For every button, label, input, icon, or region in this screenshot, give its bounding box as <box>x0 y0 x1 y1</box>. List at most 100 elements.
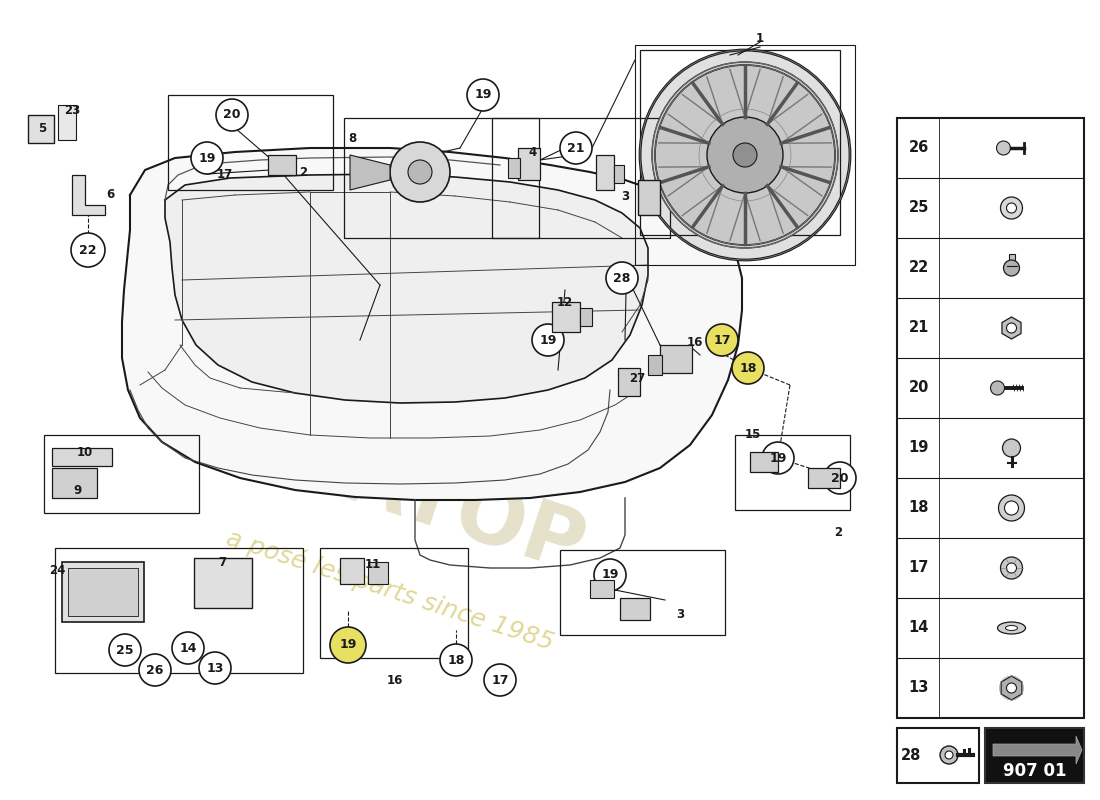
Text: 21: 21 <box>568 142 585 154</box>
Bar <box>518 148 540 180</box>
Text: 7: 7 <box>218 557 227 570</box>
Text: 17: 17 <box>713 334 730 346</box>
Text: 11: 11 <box>365 558 381 571</box>
Circle shape <box>484 664 516 696</box>
Text: 14: 14 <box>909 621 929 635</box>
Text: 20: 20 <box>832 471 849 485</box>
Text: 27: 27 <box>629 371 645 385</box>
Text: 16: 16 <box>686 335 703 349</box>
Bar <box>340 558 364 584</box>
Polygon shape <box>350 155 390 190</box>
Text: 8: 8 <box>348 131 356 145</box>
Text: 26: 26 <box>909 141 929 155</box>
Text: 18: 18 <box>448 654 464 666</box>
Circle shape <box>390 142 450 202</box>
Bar <box>896 118 1084 718</box>
Circle shape <box>1006 563 1016 573</box>
Bar <box>808 468 840 488</box>
Bar <box>168 95 333 190</box>
Circle shape <box>706 324 738 356</box>
Circle shape <box>762 442 794 474</box>
Bar <box>320 548 468 658</box>
Text: 2: 2 <box>299 166 307 178</box>
Text: EDIATOP: EDIATOP <box>186 389 594 591</box>
Circle shape <box>824 462 856 494</box>
Circle shape <box>654 65 835 245</box>
Text: 3: 3 <box>675 609 684 622</box>
Bar <box>638 180 660 215</box>
Polygon shape <box>1002 317 1021 339</box>
Text: 16: 16 <box>387 674 404 686</box>
Text: 4: 4 <box>529 146 537 158</box>
Bar <box>590 580 614 598</box>
Circle shape <box>606 262 638 294</box>
Polygon shape <box>122 148 743 500</box>
Circle shape <box>191 142 223 174</box>
Text: 24: 24 <box>48 563 65 577</box>
Bar <box>194 558 252 608</box>
Text: 25: 25 <box>909 201 929 215</box>
Circle shape <box>408 160 432 184</box>
Polygon shape <box>993 736 1082 764</box>
Bar <box>28 115 54 143</box>
Circle shape <box>1006 683 1016 693</box>
Text: 17: 17 <box>909 561 929 575</box>
Bar <box>580 308 592 326</box>
Bar <box>620 598 650 620</box>
Circle shape <box>990 381 1004 395</box>
Circle shape <box>945 751 953 759</box>
Circle shape <box>640 50 850 260</box>
Bar <box>1009 254 1014 268</box>
Bar <box>896 728 979 783</box>
Text: 13: 13 <box>207 662 223 674</box>
Text: 19: 19 <box>198 151 216 165</box>
Bar <box>618 368 640 396</box>
Text: 18: 18 <box>739 362 757 374</box>
Bar <box>368 562 388 584</box>
Circle shape <box>216 99 248 131</box>
Text: 22: 22 <box>909 261 929 275</box>
Text: 17: 17 <box>492 674 508 686</box>
Circle shape <box>1003 260 1020 276</box>
Text: 10: 10 <box>77 446 94 458</box>
Bar <box>735 435 850 510</box>
Circle shape <box>997 141 1011 155</box>
Bar <box>62 562 144 622</box>
Bar <box>750 452 778 472</box>
Text: 26: 26 <box>146 663 164 677</box>
Polygon shape <box>165 174 648 403</box>
Circle shape <box>468 79 499 111</box>
Text: 907 01: 907 01 <box>1003 762 1066 780</box>
Circle shape <box>172 632 204 664</box>
Bar <box>508 158 520 178</box>
Text: 17: 17 <box>217 169 233 182</box>
Bar <box>596 155 614 190</box>
Bar <box>640 50 840 235</box>
Bar <box>660 345 692 373</box>
Text: 5: 5 <box>37 122 46 134</box>
Bar <box>648 355 662 375</box>
Text: a posé les parts since 1985: a posé les parts since 1985 <box>223 525 557 655</box>
Circle shape <box>999 495 1024 521</box>
Circle shape <box>532 324 564 356</box>
Bar <box>984 728 1084 783</box>
Circle shape <box>199 652 231 684</box>
Text: 22: 22 <box>79 243 97 257</box>
Circle shape <box>733 143 757 167</box>
Text: 1: 1 <box>756 31 764 45</box>
Circle shape <box>139 654 170 686</box>
Bar <box>492 118 670 238</box>
Circle shape <box>707 117 783 193</box>
Text: 28: 28 <box>614 271 630 285</box>
Circle shape <box>1006 203 1016 213</box>
Ellipse shape <box>998 622 1025 634</box>
Text: 12: 12 <box>557 295 573 309</box>
Circle shape <box>330 627 366 663</box>
Circle shape <box>1002 439 1021 457</box>
Text: 13: 13 <box>909 681 929 695</box>
Bar <box>55 548 302 673</box>
Text: 14: 14 <box>179 642 197 654</box>
Text: 21: 21 <box>909 321 929 335</box>
Polygon shape <box>72 175 104 215</box>
Circle shape <box>594 559 626 591</box>
